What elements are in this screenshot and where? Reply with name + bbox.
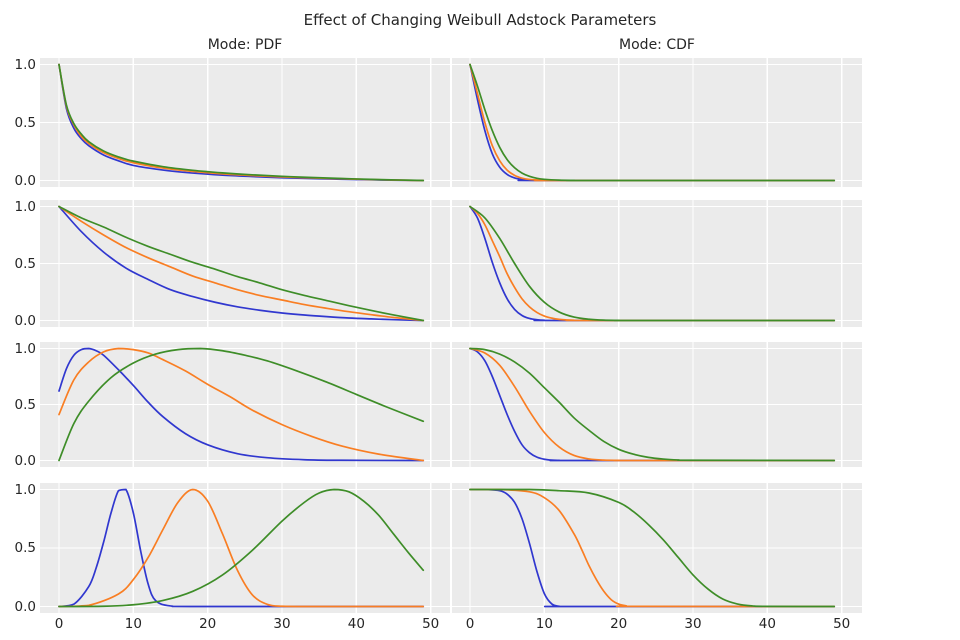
panel-row4-cdf	[452, 483, 862, 613]
series-blue-row2-cdf	[469, 205, 836, 322]
panel-row2-cdf	[452, 200, 862, 327]
x-tick-label: 0	[54, 616, 64, 632]
y-tick-label: 0.0	[14, 598, 36, 615]
series-orange-row3-pdf	[58, 347, 425, 462]
x-tick-label: 20	[610, 616, 628, 632]
series-orange-row2-cdf	[469, 205, 836, 322]
x-tick-label: 30	[273, 616, 291, 632]
column-title-cdf: Mode: CDF	[619, 37, 695, 53]
panel-row3-cdf	[452, 342, 862, 467]
series-blue-row4-pdf	[58, 488, 425, 608]
column-title-pdf: Mode: PDF	[207, 37, 283, 53]
x-tick-label: 10	[535, 616, 553, 632]
panel-row1-pdf	[40, 58, 450, 187]
panel-row3-pdf	[40, 342, 450, 467]
x-tick-label: 10	[124, 616, 142, 632]
x-tick-label: 0	[465, 616, 475, 632]
y-tick-label: 0.5	[14, 540, 36, 556]
panel-row1-cdf	[452, 58, 862, 187]
x-tick-label: 40	[347, 616, 365, 632]
y-tick-label: 0.5	[14, 114, 36, 131]
x-tick-label: 50	[833, 616, 851, 632]
x-tick-label: 50	[422, 616, 440, 632]
series-orange-row2-pdf	[58, 205, 425, 322]
series-green-row1-cdf	[469, 63, 836, 182]
series-orange-row4-pdf	[58, 488, 425, 608]
series-green-row4-pdf	[58, 488, 425, 608]
x-tick-label: 20	[199, 616, 217, 632]
y-tick-label: 0.5	[14, 396, 36, 413]
series-blue-row3-pdf	[58, 347, 425, 462]
series-green-row1-pdf	[58, 63, 425, 182]
y-tick-label: 1.0	[14, 56, 36, 73]
series-green-row2-cdf	[469, 205, 836, 322]
series-orange-row4-cdf	[469, 488, 836, 608]
y-tick-label: 0.0	[14, 312, 36, 329]
series-blue-row4-cdf	[469, 488, 836, 608]
series-blue-row3-cdf	[469, 347, 836, 462]
y-tick-label: 0.0	[14, 172, 36, 189]
panel-row4-pdf	[40, 483, 450, 613]
y-tick-label: 1.0	[14, 481, 36, 498]
series-orange-row3-cdf	[469, 347, 836, 462]
series-green-row3-cdf	[469, 347, 836, 462]
x-tick-label: 30	[684, 616, 702, 632]
series-green-row2-pdf	[58, 205, 425, 322]
series-blue-row2-pdf	[58, 205, 425, 322]
panel-row2-pdf	[40, 200, 450, 327]
x-tick-label: 40	[758, 616, 776, 632]
series-green-row4-cdf	[469, 488, 836, 608]
y-tick-label: 1.0	[14, 340, 36, 357]
y-tick-label: 0.0	[14, 452, 36, 469]
y-tick-label: 1.0	[14, 198, 36, 215]
figure-title: Effect of Changing Weibull Adstock Param…	[303, 11, 657, 29]
series-green-row3-pdf	[58, 347, 425, 462]
y-tick-label: 0.5	[14, 255, 36, 272]
